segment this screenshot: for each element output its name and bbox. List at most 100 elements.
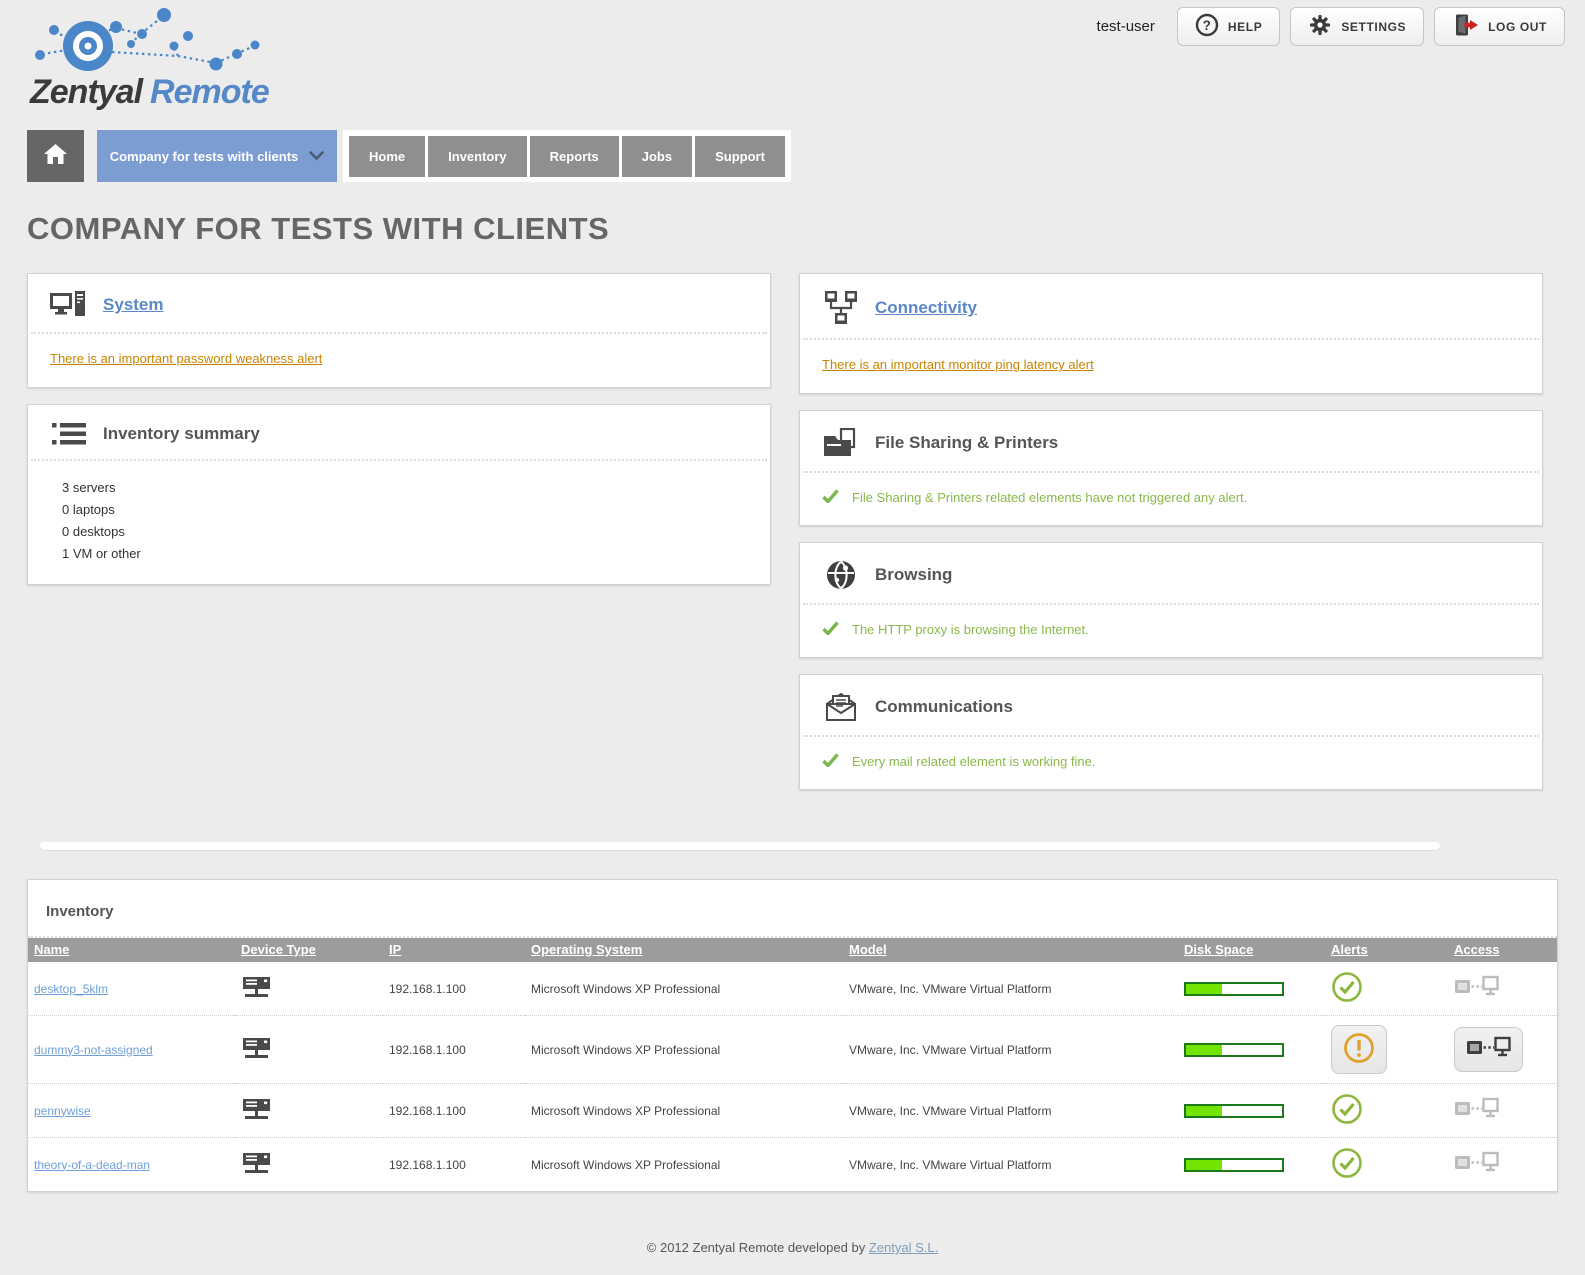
col-header-ip[interactable]: IP [383,938,525,962]
tab-home[interactable]: Home [349,135,426,177]
tab-jobs[interactable]: Jobs [621,135,693,177]
help-label: HELP [1227,19,1263,34]
summary-item-laptops: 0 laptops [62,502,115,517]
tabs-strip: Home Inventory Reports Jobs Support [343,130,791,182]
globe-icon [822,560,860,590]
device-ip: 192.168.1.100 [383,1137,525,1191]
table-row: theory-of-a-dead-man 192.168.1.100 Micro… [28,1137,1557,1191]
system-link[interactable]: System [103,295,164,314]
disk-space-bar [1184,981,1284,996]
help-icon: ? [1195,13,1219,40]
device-ip: 192.168.1.100 [383,1015,525,1084]
user-area: test-user ? HELP [1097,7,1565,46]
folder-printer-icon [822,428,860,458]
help-button[interactable]: ? HELP [1176,7,1281,46]
device-name-link[interactable]: theory-of-a-dead-man [34,1157,151,1172]
server-icon [241,977,272,1002]
chevron-down-icon [309,149,325,164]
col-header-device-type[interactable]: Device Type [235,938,383,962]
check-icon [822,621,839,638]
inventory-panel-title: Inventory [28,880,1557,938]
file-sharing-status-text: File Sharing & Printers related elements… [852,490,1248,505]
system-icon [50,291,88,319]
username: test-user [1096,18,1155,35]
col-header-os[interactable]: Operating System [525,938,843,962]
access-icon[interactable] [1454,1097,1499,1126]
disk-space-bar [1184,1157,1284,1172]
browsing-status: The HTTP proxy is browsing the Internet. [822,621,1520,638]
zentyal-remote-logo[interactable]: Zentyal Remote [28,6,270,112]
company-selector-label: Company for tests with clients [109,148,299,164]
gear-icon [1308,13,1332,40]
settings-button[interactable]: SETTINGS [1290,7,1425,46]
inventory-summary-card: Inventory summary 3 servers 0 laptops 0 … [27,404,771,585]
file-sharing-card: File Sharing & Printers File Sharing & P… [799,410,1543,526]
access-icon[interactable] [1454,975,1499,1004]
col-header-name[interactable]: Name [28,938,235,962]
list-icon [50,422,88,446]
inventory-panel: Inventory Name Device Type IP Operating … [27,879,1558,1192]
file-sharing-title: File Sharing & Printers [875,433,1059,452]
col-header-disk-space[interactable]: Disk Space [1178,938,1325,962]
col-header-access[interactable]: Access [1448,938,1557,962]
company-selector[interactable]: Company for tests with clients [97,130,337,182]
device-ip: 192.168.1.100 [383,1083,525,1138]
svg-text:?: ? [1202,18,1211,33]
logout-label: LOG OUT [1488,19,1547,34]
right-column: Connectivity There is an important monit… [799,273,1543,790]
logo-brand: Zentyal [30,73,143,111]
server-icon [241,1099,272,1124]
access-icon[interactable] [1454,1151,1499,1180]
communications-status: Every mail related element is working fi… [822,753,1520,770]
section-divider [40,842,1440,850]
logout-button[interactable]: LOG OUT [1434,7,1565,46]
network-icon [822,291,860,325]
zentyal-sl-link[interactable]: Zentyal S.L. [868,1240,939,1255]
communications-status-text: Every mail related element is working fi… [852,754,1096,769]
logo-suffix: Remote [150,73,270,111]
left-column: System There is an important password we… [27,273,771,585]
logout-icon [1452,13,1479,40]
system-card: System There is an important password we… [27,273,771,388]
summary-item-desktops: 0 desktops [62,524,125,539]
logo-wordmark: Zentyal Remote [30,73,270,112]
device-model: VMware, Inc. VMware Virtual Platform [843,1137,1178,1191]
inventory-summary-title: Inventory summary [103,424,260,443]
alert-ok-icon[interactable] [1331,1148,1363,1182]
summary-item-servers: 3 servers [62,480,116,495]
server-icon [241,1153,272,1178]
alert-warning-button[interactable] [1331,1025,1387,1074]
check-icon [822,753,839,770]
disk-space-bar [1184,1103,1284,1118]
dotted-divider [803,603,1539,605]
home-icon [42,141,69,172]
communications-card: Communications Every mail related elemen… [799,674,1543,790]
connectivity-alert-link[interactable]: There is an important monitor ping laten… [822,357,1094,372]
tab-reports[interactable]: Reports [529,135,619,177]
device-name-link[interactable]: dummy3-not-assigned [34,1042,153,1057]
connectivity-link[interactable]: Connectivity [875,298,978,317]
browsing-card: Browsing The HTTP proxy is browsing the … [799,542,1543,658]
alert-ok-icon[interactable] [1331,1094,1363,1128]
footer: © 2012 Zentyal Remote developed by Zenty… [0,1192,1585,1275]
device-os: Microsoft Windows XP Professional [525,1137,843,1191]
col-header-alerts[interactable]: Alerts [1325,938,1448,962]
tab-inventory[interactable]: Inventory [428,135,527,177]
settings-label: SETTINGS [1341,19,1407,34]
main-nav: Company for tests with clients Home Inve… [27,130,1585,182]
page-title: COMPANY FOR TESTS WITH CLIENTS [27,211,610,246]
device-os: Microsoft Windows XP Professional [525,1083,843,1138]
tab-support[interactable]: Support [695,135,785,177]
device-name-link[interactable]: pennywise [34,1103,91,1118]
alert-ok-icon[interactable] [1331,972,1363,1006]
access-button-active[interactable] [1454,1027,1523,1072]
network-nodes-icon [28,8,263,82]
dotted-divider [803,338,1539,340]
home-button[interactable] [27,130,84,182]
device-os: Microsoft Windows XP Professional [531,981,721,996]
file-sharing-status: File Sharing & Printers related elements… [822,489,1520,506]
system-alert-link[interactable]: There is an important password weakness … [50,351,323,366]
device-name-link[interactable]: desktop_5klm [34,981,109,996]
col-header-model[interactable]: Model [843,938,1178,962]
table-header-row: Name Device Type IP Operating System Mod… [28,938,1557,962]
